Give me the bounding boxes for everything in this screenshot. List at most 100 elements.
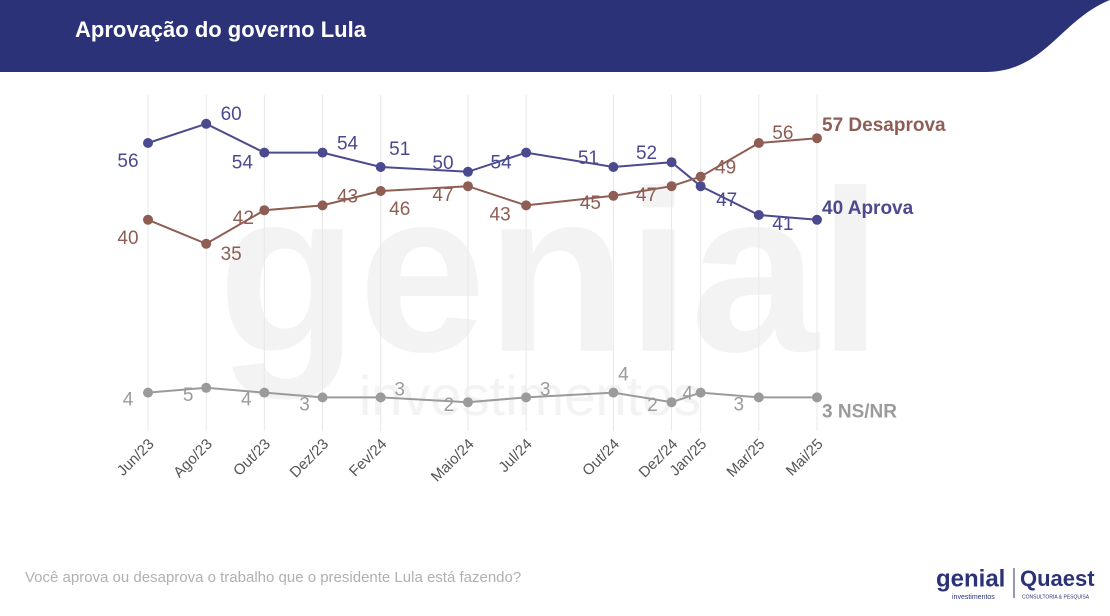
x-tick-label: Dez/23 [287,436,333,482]
x-tick-label: Jun/23 [114,436,158,480]
data-label: 47 [432,185,453,206]
data-point [753,210,764,220]
data-label: 45 [580,193,601,214]
data-point [462,397,473,408]
legend-entry: Desaprova [848,115,946,136]
data-label: 2 [444,395,455,416]
x-tick-label: Out/24 [579,436,623,480]
data-point [608,190,619,201]
data-point [812,133,822,144]
data-point [521,147,532,158]
data-point [462,181,473,192]
data-label: 50 [432,153,453,174]
data-point [317,147,328,158]
data-label: 52 [636,143,657,164]
data-point [666,157,677,168]
x-tick-label: Ago/23 [170,436,216,482]
data-label: 56 [117,151,138,172]
data-label: 46 [389,199,410,220]
data-point [812,214,822,225]
data-label: 54 [491,153,513,174]
data-label: 51 [578,148,599,169]
legend-entry: Aprova [848,198,914,219]
data-label: 35 [221,244,242,265]
data-point [666,181,677,192]
data-point [521,392,532,403]
series-line [147,137,818,245]
logo: investimentos [952,594,995,601]
data-label: 49 [715,158,736,179]
data-label: 3 [540,379,551,400]
x-tick-label: Jul/24 [495,436,535,476]
data-point [608,387,619,398]
data-point [753,138,764,148]
data-point [695,171,706,182]
data-label: 47 [636,185,657,206]
end-label-value: 40 [822,198,843,219]
data-point [695,387,706,398]
data-label: 47 [716,190,737,211]
end-label-value: 3 [822,401,833,422]
logo: Quaest [1020,566,1095,591]
data-point [666,397,677,408]
data-label: 5 [183,385,194,406]
end-label: 57 Desaprova [822,115,946,136]
data-point [201,382,212,393]
data-point [201,118,212,129]
data-point [695,181,706,192]
data-point [259,205,270,216]
data-point [521,200,532,211]
data-label: 43 [490,204,511,225]
series-line [147,386,817,404]
data-label: 56 [772,123,793,144]
series-line [147,122,818,221]
footer-question: Você aprova ou desaprova o trabalho que … [25,569,521,586]
end-label: 40 Aprova [822,198,914,219]
data-label: 3 [734,394,745,415]
data-label: 60 [221,104,242,125]
data-label: 4 [123,390,134,411]
data-point [753,392,764,403]
data-point [317,392,328,403]
header-band [0,0,1110,72]
data-label: 4 [618,365,629,386]
data-point [812,392,822,403]
x-tick-label: Mar/25 [723,436,768,481]
data-label: 3 [394,379,405,400]
data-point [317,200,328,211]
legend-entry: NS/NR [838,401,897,422]
data-label: 40 [117,228,138,249]
x-tick-label: Out/23 [230,436,274,480]
data-point [608,162,619,172]
page-title: Aprovação do governo Lula [75,17,367,42]
data-point [375,186,386,196]
data-label: 4 [241,390,252,411]
end-label: 3 NS/NR [822,401,897,422]
data-label: 2 [647,395,658,416]
data-point [462,166,473,177]
data-label: 42 [233,208,254,229]
data-label: 54 [232,153,254,174]
watermark: genial [218,143,883,400]
data-point [259,387,270,398]
data-point [201,238,212,249]
data-label: 41 [772,214,793,235]
logo: genial [936,565,1005,592]
data-label: 3 [299,394,310,415]
x-tick-label: Maio/24 [428,436,478,486]
logo: CONSULTORIA & PESQUISA [1022,594,1090,600]
data-label: 51 [389,139,410,160]
data-point [143,214,153,225]
x-tick-label: Mai/25 [783,436,827,480]
data-point [375,162,386,172]
data-point [143,138,153,148]
end-label-value: 57 [822,115,843,136]
data-point [259,147,270,158]
data-point [375,392,386,403]
x-tick-label: Fev/24 [346,436,390,480]
data-point [143,387,153,398]
data-label: 4 [682,384,693,405]
data-label: 43 [337,186,358,207]
